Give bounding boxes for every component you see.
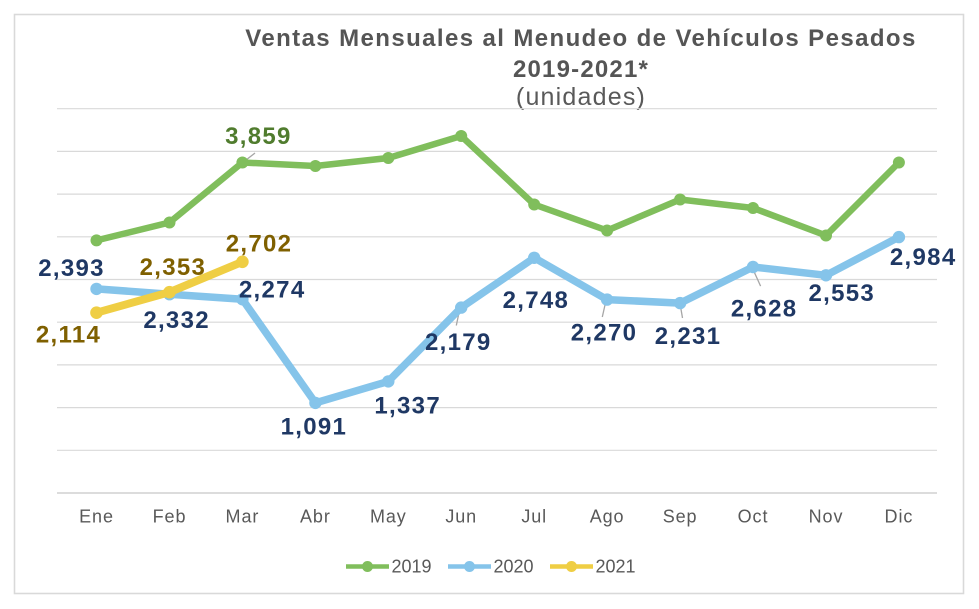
- svg-text:1,337: 1,337: [374, 393, 441, 420]
- svg-text:2,332: 2,332: [143, 307, 210, 334]
- svg-text:2020: 2020: [494, 556, 534, 576]
- svg-text:2,274: 2,274: [239, 277, 306, 304]
- svg-text:2,231: 2,231: [655, 323, 722, 350]
- svg-text:Ene: Ene: [79, 507, 114, 527]
- svg-text:2,702: 2,702: [226, 231, 293, 258]
- svg-text:Ventas Mensuales al Menudeo de: Ventas Mensuales al Menudeo de Vehículos…: [245, 25, 916, 52]
- svg-text:2,270: 2,270: [571, 320, 638, 347]
- svg-text:2,179: 2,179: [425, 329, 492, 356]
- svg-text:Nov: Nov: [809, 507, 844, 527]
- svg-text:Oct: Oct: [738, 507, 769, 527]
- svg-text:Abr: Abr: [300, 507, 331, 527]
- svg-text:Ago: Ago: [590, 507, 625, 527]
- svg-text:Jul: Jul: [521, 507, 547, 527]
- svg-text:1,091: 1,091: [281, 414, 348, 441]
- svg-text:2,628: 2,628: [731, 296, 798, 323]
- svg-text:(unidades): (unidades): [516, 83, 646, 111]
- svg-text:Jun: Jun: [445, 507, 477, 527]
- svg-text:May: May: [370, 507, 407, 527]
- svg-text:Mar: Mar: [226, 507, 260, 527]
- svg-text:Dic: Dic: [885, 507, 914, 527]
- svg-text:Feb: Feb: [153, 507, 187, 527]
- svg-text:Sep: Sep: [663, 507, 698, 527]
- svg-text:2,984: 2,984: [890, 244, 957, 271]
- svg-text:2,393: 2,393: [38, 255, 105, 282]
- svg-text:2019-2021*: 2019-2021*: [513, 56, 649, 83]
- svg-text:2019: 2019: [392, 556, 432, 576]
- svg-text:2,748: 2,748: [503, 287, 570, 314]
- svg-text:2,353: 2,353: [140, 254, 207, 281]
- svg-text:2,114: 2,114: [36, 322, 101, 349]
- svg-text:2021: 2021: [596, 556, 636, 576]
- svg-text:2,553: 2,553: [809, 280, 876, 307]
- svg-text:3,859: 3,859: [225, 123, 292, 150]
